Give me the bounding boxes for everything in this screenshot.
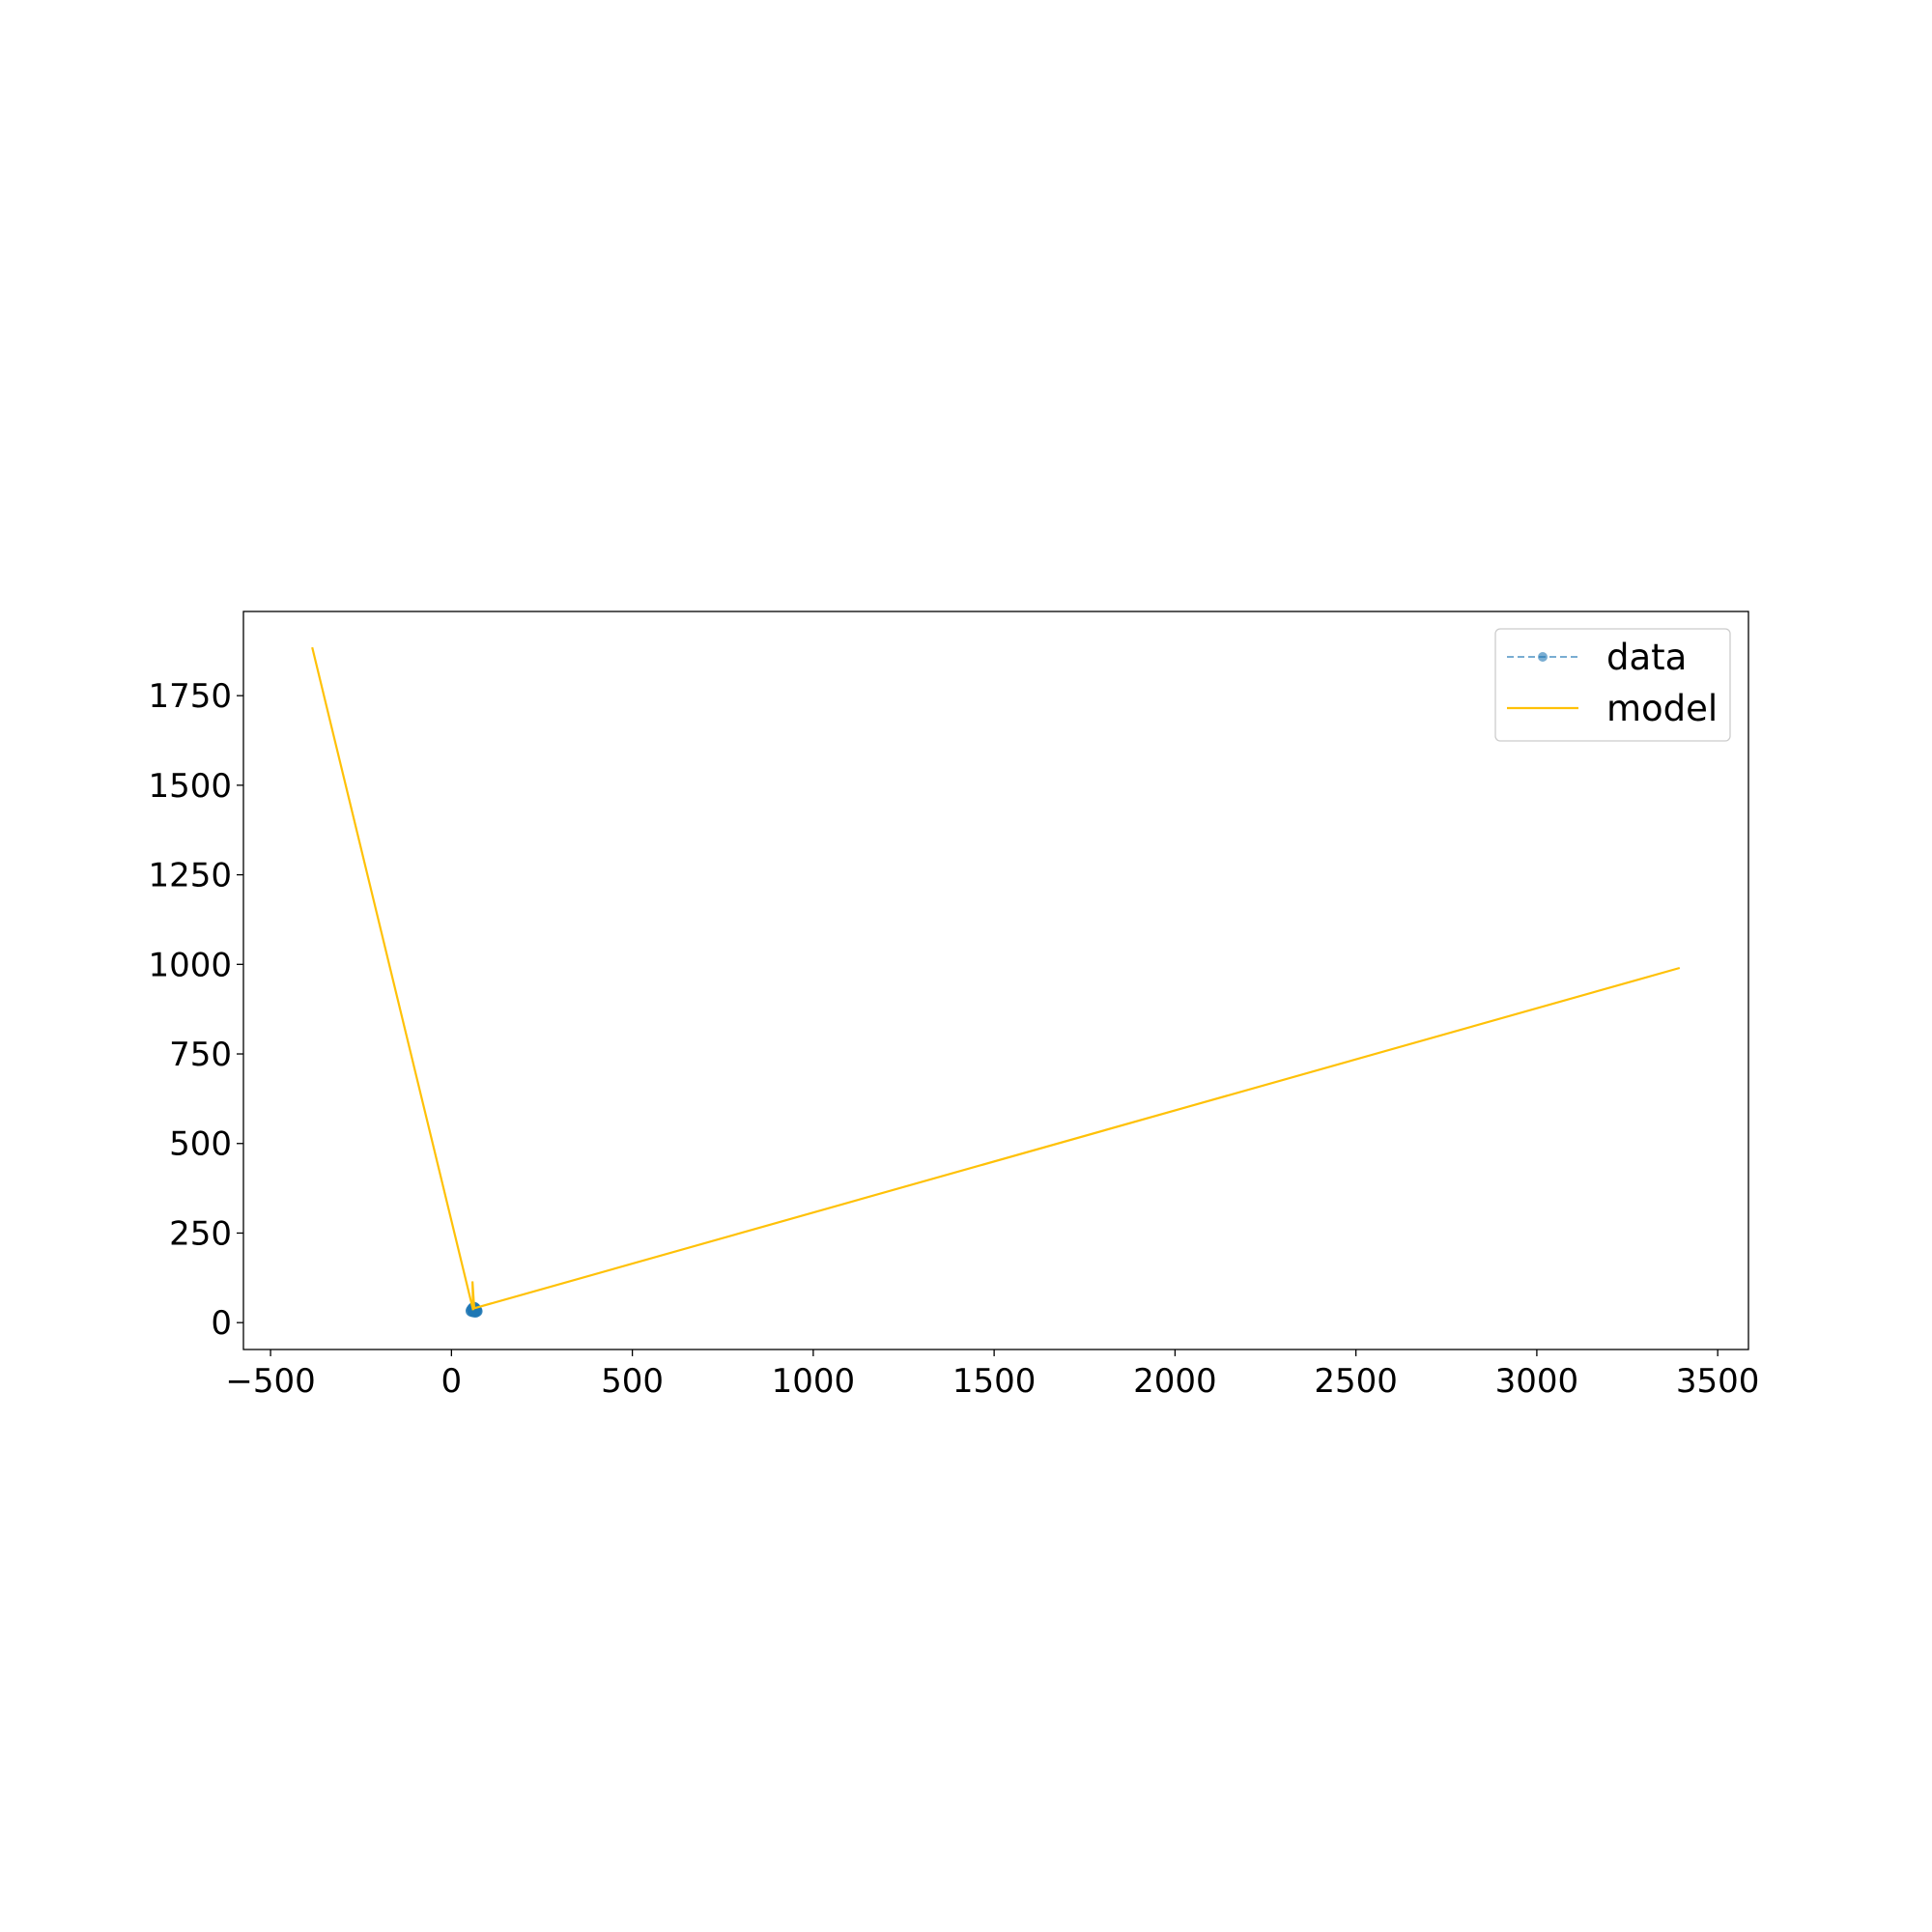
plot-area xyxy=(311,646,1681,1319)
x-tick-label: 3500 xyxy=(1676,1362,1760,1401)
series-line-model xyxy=(311,646,1681,1311)
legend-label-data: data xyxy=(1606,637,1687,678)
legend-label-model: model xyxy=(1606,688,1718,729)
x-tick-label: 2500 xyxy=(1314,1362,1398,1401)
y-tick-label: 1250 xyxy=(148,857,232,895)
x-tick-label: 3000 xyxy=(1495,1362,1579,1401)
y-tick-label: 750 xyxy=(169,1036,232,1074)
x-tick-label: 1500 xyxy=(952,1362,1037,1401)
y-tick-label: 1500 xyxy=(148,767,232,806)
x-tick-label: 500 xyxy=(601,1362,664,1401)
y-tick-label: 500 xyxy=(169,1125,232,1164)
plot-clip-group xyxy=(311,646,1681,1319)
y-tick-label: 0 xyxy=(211,1304,232,1343)
x-tick-label: −500 xyxy=(225,1362,315,1401)
y-tick-label: 1750 xyxy=(148,677,232,716)
y-tick-label: 1000 xyxy=(148,946,232,984)
x-tick-label: 1000 xyxy=(772,1362,856,1401)
axes-frame xyxy=(242,611,1749,1350)
x-tick-label: 2000 xyxy=(1133,1362,1217,1401)
legend: data model xyxy=(1494,628,1731,742)
y-tick-label: 250 xyxy=(169,1214,232,1253)
axes: −500 0 500 1000 1500 2000 2500 3000 3500 0 250 500 7… xyxy=(148,611,1759,1401)
legend-marker-data xyxy=(1538,652,1548,662)
x-tick-label: 0 xyxy=(441,1362,463,1401)
